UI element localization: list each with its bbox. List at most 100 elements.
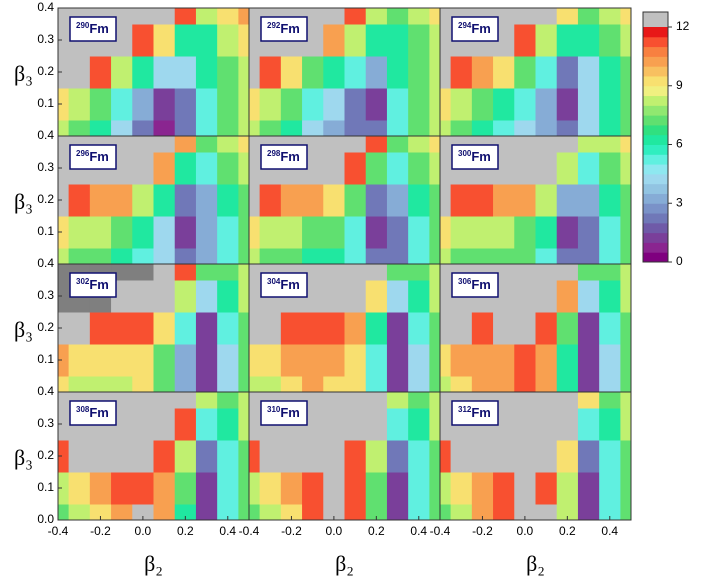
panel-label-mass: 308 — [76, 405, 90, 414]
panel — [58, 136, 249, 264]
x-tick-label: 0.2 — [177, 524, 194, 538]
contour-cell — [365, 88, 388, 121]
contour-cell — [429, 216, 440, 249]
contour-cell — [217, 312, 239, 345]
contour-cell — [111, 504, 133, 520]
contour-cell — [514, 120, 536, 136]
panel-label-box — [260, 272, 308, 298]
contour-cell — [132, 152, 154, 185]
contour-cell — [577, 120, 600, 136]
contour-cell — [365, 184, 388, 217]
panel-label-element: Fm — [471, 277, 491, 292]
y-tick-label: 0.2 — [37, 192, 54, 206]
y-tick-label: 0.1 — [37, 352, 54, 366]
colorbar-swatch — [643, 124, 668, 136]
contour-cell — [514, 248, 536, 264]
y-axis-label: β₃ — [14, 317, 33, 342]
contour-cell — [217, 152, 239, 185]
contour-cell — [323, 248, 345, 264]
panel-label: 296Fm — [76, 149, 109, 164]
contour-cell — [58, 248, 70, 264]
contour-cell — [280, 472, 303, 505]
contour-cell — [195, 152, 218, 185]
y-tick-label: 0.1 — [37, 480, 54, 494]
contour-cell — [440, 440, 452, 473]
contour-cell — [238, 264, 249, 281]
x-tick-label: -0.4 — [430, 524, 451, 538]
contour-cell — [323, 344, 345, 377]
contour-cell — [620, 344, 631, 377]
contour-cell — [556, 8, 579, 25]
contour-cell — [493, 376, 515, 392]
contour-cell — [280, 216, 303, 249]
panel-label-mass: 294 — [458, 21, 472, 30]
contour-cell — [599, 248, 621, 264]
contour-cell — [344, 264, 367, 281]
contour-cell — [323, 136, 345, 153]
y-tick-label: 0.0 — [37, 512, 54, 526]
contour-cell — [174, 264, 197, 281]
contour-cell — [132, 184, 154, 217]
y-tick-label: 0.1 — [37, 224, 54, 238]
contour-cell — [249, 280, 261, 313]
contour-cell — [174, 56, 197, 89]
contour-cell — [408, 136, 430, 153]
contour-cell — [440, 24, 452, 57]
contour-cell — [238, 312, 249, 345]
contour-cell — [440, 184, 452, 217]
contour-cell — [89, 472, 112, 505]
colorbar-swatch — [643, 232, 668, 243]
contour-cell — [577, 216, 600, 249]
panel-label-box — [69, 144, 117, 170]
contour-cell — [195, 408, 218, 441]
contour-cell — [620, 24, 631, 57]
contour-cell — [217, 344, 239, 377]
contour-cell — [577, 376, 600, 392]
contour-cell — [344, 8, 367, 25]
contour-cell — [58, 152, 70, 185]
contour-cell — [68, 504, 91, 520]
contour-cell — [89, 120, 112, 136]
contour-cell — [408, 216, 430, 249]
contour-cell — [535, 24, 558, 57]
contour-cell — [58, 408, 70, 441]
contour-cell — [599, 264, 621, 281]
contour-cell — [429, 280, 440, 313]
contour-cell — [440, 376, 452, 392]
contour-cell — [577, 248, 600, 264]
contour-cell — [153, 248, 176, 264]
panel-label: 292Fm — [267, 21, 300, 36]
contour-cell — [68, 440, 91, 473]
contour-cell — [450, 56, 473, 89]
contour-cell — [153, 24, 176, 57]
colorbar-swatch — [643, 213, 668, 224]
contour-cell — [493, 472, 515, 505]
y-tick-label: 0.3 — [37, 288, 54, 302]
contour-cell — [323, 216, 345, 249]
contour-cell — [344, 440, 367, 473]
x-axis-label: β₂ — [144, 551, 163, 576]
panel — [58, 8, 249, 136]
contour-cell — [174, 24, 197, 57]
contour-cell — [620, 184, 631, 217]
contour-cell — [577, 152, 600, 185]
contour-cell — [599, 152, 621, 185]
contour-cell — [440, 280, 452, 313]
contour-cell — [249, 312, 261, 345]
contour-cell — [302, 504, 324, 520]
contour-cell — [365, 8, 388, 25]
contour-cell — [280, 120, 303, 136]
contour-cell — [174, 312, 197, 345]
x-tick-label: 0.4 — [410, 524, 427, 538]
contour-cell — [323, 376, 345, 392]
contour-cell — [556, 184, 579, 217]
y-tick-label: 0.4 — [37, 0, 54, 14]
y-tick-label: 0.2 — [37, 320, 54, 334]
contour-cell — [577, 136, 600, 153]
contour-cell — [386, 440, 409, 473]
contour-cell — [599, 8, 621, 25]
contour-cell — [408, 120, 430, 136]
panel-label-element: Fm — [471, 21, 491, 36]
contour-cell — [153, 312, 176, 345]
contour-cell — [365, 56, 388, 89]
